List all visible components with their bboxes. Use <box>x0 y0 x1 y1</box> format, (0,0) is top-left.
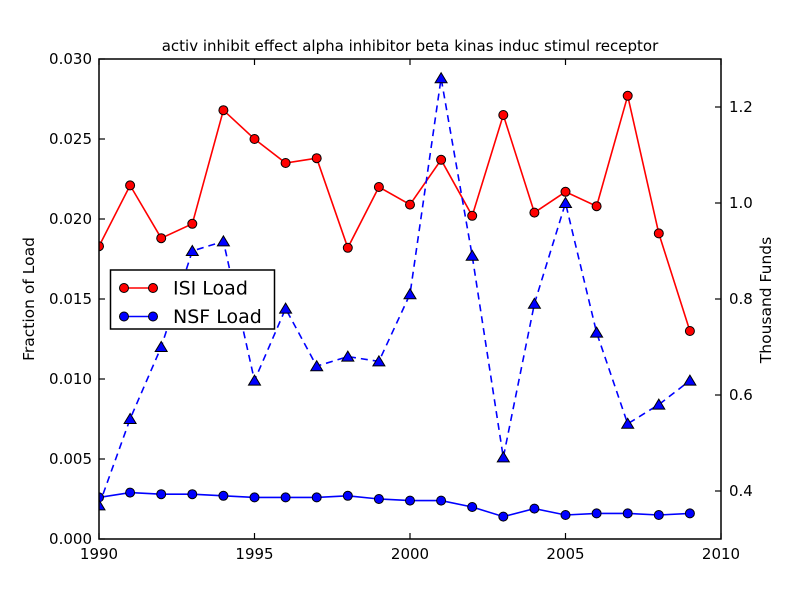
nsf-load-point <box>653 510 664 520</box>
nsf-load-point <box>342 490 353 501</box>
y-tick-label-right: 0.6 <box>729 386 753 404</box>
nsf-load-point <box>684 508 695 519</box>
isi-load-point <box>99 241 104 252</box>
nsf-load-point <box>280 492 291 503</box>
nsf-load-point <box>436 495 447 506</box>
isi-load-point <box>591 201 602 212</box>
y-tick-label-left: 0.005 <box>49 450 92 468</box>
isi-load-point <box>529 207 540 218</box>
nsf-load-point <box>560 510 571 520</box>
chart-title: activ inhibit effect alpha inhibitor bet… <box>162 37 659 55</box>
nsf-load-point <box>125 487 136 498</box>
x-tick-label: 2005 <box>546 545 584 563</box>
y-tick-label-left: 0.030 <box>49 50 92 68</box>
y-tick-label-left: 0.015 <box>49 290 92 308</box>
thousand-funds-point <box>340 350 355 362</box>
legend: ISI Load NSF Load <box>109 269 276 330</box>
nsf-load-point <box>249 492 260 503</box>
legend-item: ISI Load <box>119 278 248 300</box>
thousand-funds-point <box>465 249 480 261</box>
isi-load-point <box>560 186 571 197</box>
legend-marker <box>148 283 158 293</box>
isi-load-series <box>99 90 695 336</box>
thousand-funds-point <box>527 297 542 309</box>
nsf-load-point <box>591 508 602 519</box>
thousand-funds-point <box>309 359 324 372</box>
nsf-load-point <box>156 489 167 500</box>
legend-marker <box>119 311 129 322</box>
y-tick-label-left: 0.010 <box>49 370 92 388</box>
x-tick-label: 2000 <box>391 545 429 563</box>
nsf-load-series <box>99 487 695 522</box>
nsf-load-line <box>99 491 690 518</box>
isi-load-line <box>99 95 691 332</box>
y-tick-label-right: 0.8 <box>729 290 753 308</box>
thousand-funds-point <box>558 196 573 208</box>
y-tick-label-left: 0.025 <box>49 130 92 148</box>
legend-box <box>109 269 276 330</box>
thousand-funds-point <box>278 302 293 314</box>
isi-load-point <box>156 233 167 244</box>
y-tick-label-left: 0.020 <box>49 210 92 228</box>
nsf-load-point <box>622 508 633 519</box>
isi-load-point <box>405 199 415 210</box>
nsf-load-point <box>405 495 415 506</box>
thousand-funds-point <box>434 71 448 84</box>
thousand-funds-point <box>216 234 231 247</box>
y-axis-label-left: Fraction of Load <box>20 237 38 361</box>
thousand-funds-point <box>496 450 511 463</box>
nsf-load-point <box>311 492 322 503</box>
y-tick-label-right: 1.0 <box>729 194 753 212</box>
isi-load-point <box>311 153 322 164</box>
thousand-funds-line <box>99 78 691 506</box>
thousand-funds-series <box>99 71 697 511</box>
x-tick-label: 2010 <box>702 545 740 563</box>
legend-item: NSF Load <box>119 306 262 328</box>
isi-load-point <box>249 134 260 144</box>
y-tick-label-right: 0.4 <box>729 482 753 500</box>
x-tick-label: 1995 <box>235 545 273 563</box>
thousand-funds-point <box>154 340 169 352</box>
thousand-funds-point <box>185 244 200 256</box>
nsf-load-point <box>187 489 198 500</box>
legend-marker <box>119 283 129 293</box>
nsf-load-point <box>498 511 509 522</box>
isi-load-point <box>467 210 478 221</box>
isi-load-point <box>280 158 291 168</box>
legend-label: NSF Load <box>173 306 262 328</box>
thousand-funds-point <box>651 398 666 410</box>
thousand-funds-point <box>372 354 386 367</box>
isi-load-point <box>187 218 198 229</box>
thousand-funds-point <box>589 326 604 338</box>
thousand-funds-point <box>123 412 137 424</box>
thousand-funds-point <box>247 374 262 386</box>
isi-load-point <box>498 110 509 120</box>
y-tick-label-right: 1.2 <box>729 98 753 116</box>
isi-load-point <box>622 90 633 101</box>
nsf-load-point <box>99 492 104 503</box>
thousand-funds-point <box>620 417 635 429</box>
y-tick-label-left: 0.000 <box>49 530 92 548</box>
thousand-funds-point <box>683 374 697 386</box>
thousand-funds-point <box>99 498 106 511</box>
nsf-load-point <box>529 503 540 514</box>
thousand-funds-point <box>403 287 417 300</box>
nsf-load-point <box>467 502 478 512</box>
y-axis-label-right: Thousand Funds <box>757 237 775 364</box>
isi-load-point <box>125 180 136 191</box>
isi-load-point <box>218 105 229 116</box>
nsf-load-point <box>373 494 384 504</box>
legend-label: ISI Load <box>173 278 248 300</box>
isi-load-point <box>436 154 447 165</box>
legend-marker <box>148 311 158 322</box>
isi-load-point <box>373 182 384 192</box>
nsf-load-point <box>218 490 229 501</box>
isi-load-point <box>684 326 695 336</box>
isi-load-point <box>653 228 664 239</box>
x-tick-label: 1990 <box>80 545 118 563</box>
isi-load-point <box>342 242 353 253</box>
